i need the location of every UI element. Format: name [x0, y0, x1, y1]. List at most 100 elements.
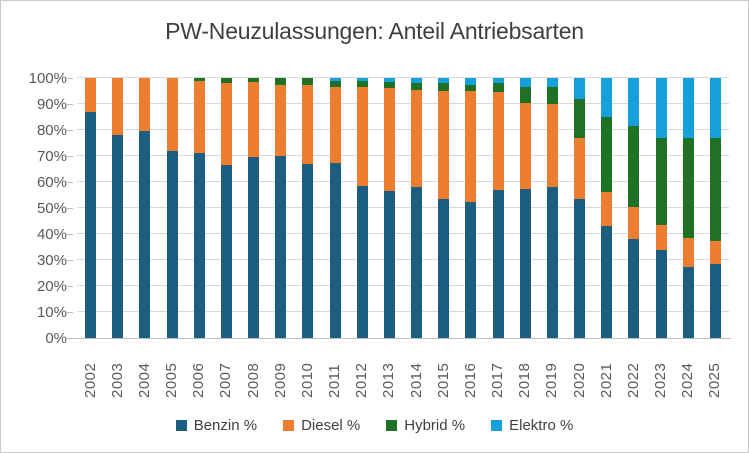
bar-segment-2012-elektro	[356, 78, 368, 81]
bar-segment-2012-diesel	[356, 87, 368, 186]
bar-2002	[85, 78, 97, 338]
y-tick-100	[67, 78, 73, 79]
x-axis-label-2019: 2019	[543, 362, 561, 398]
bar-segment-2022-hybrid	[628, 126, 640, 207]
bar-2012	[356, 78, 368, 338]
x-axis-label-2003: 2003	[108, 362, 126, 398]
bar-segment-2018-benzin	[519, 188, 531, 338]
bar-segment-2014-benzin	[411, 187, 423, 338]
bar-segment-2022-benzin	[628, 239, 640, 338]
bar-segment-2004-diesel	[139, 78, 151, 132]
gridline-40	[77, 233, 729, 234]
bar-segment-2011-elektro	[329, 78, 341, 81]
y-tick-10	[67, 312, 73, 313]
bar-segment-2012-hybrid	[356, 80, 368, 88]
bar-segment-2004-benzin	[139, 131, 151, 338]
bar-segment-2013-elektro	[383, 78, 395, 82]
legend-item-elektro: Elektro %	[491, 417, 573, 434]
bar-segment-2002-benzin	[85, 111, 97, 338]
bar-segment-2018-elektro	[519, 78, 531, 88]
y-tick-30	[67, 260, 73, 261]
y-axis-label-90: 90%	[36, 96, 67, 113]
y-axis-label-70: 70%	[36, 148, 67, 165]
bar-segment-2017-diesel	[492, 92, 504, 190]
plot-area: 0% 10% 20% 30% 40% 50% 60% 70% 80% 90% 100% 2002 200…	[29, 71, 731, 398]
bar-segment-2015-diesel	[438, 91, 450, 199]
bar-segment-2021-elektro	[601, 78, 613, 117]
bar-segment-2013-benzin	[383, 191, 395, 338]
bar-segment-2024-elektro	[682, 78, 694, 138]
legend-label: Benzin %	[193, 417, 258, 434]
bar-segment-2014-diesel	[411, 89, 423, 188]
bar-2017	[492, 78, 504, 338]
bar-segment-2010-diesel	[302, 84, 314, 164]
bar-segment-2015-hybrid	[438, 83, 450, 91]
bar-segment-2006-benzin	[193, 153, 205, 338]
bar-segment-2005-diesel	[166, 78, 178, 151]
bar-segment-2010-hybrid	[302, 78, 314, 85]
bar-segment-2024-diesel	[682, 237, 694, 267]
bar-segment-2017-benzin	[492, 189, 504, 338]
x-axis-label-2009: 2009	[271, 362, 289, 398]
bar-segment-2011-benzin	[329, 162, 341, 338]
bar-segment-2020-diesel	[574, 137, 586, 199]
bar-2009	[275, 78, 287, 338]
bar-2022	[628, 78, 640, 338]
bar-segment-2019-hybrid	[546, 87, 558, 104]
x-axis-label-2024: 2024	[679, 362, 697, 398]
bar-segment-2024-benzin	[682, 266, 694, 338]
x-axis-label-2021: 2021	[597, 362, 615, 398]
bar-2015	[438, 78, 450, 338]
chart-title: PW-Neuzulassungen: Anteil Antriebsarten	[165, 18, 584, 44]
y-axis-label-0: 0%	[45, 330, 67, 347]
bar-segment-2008-benzin	[248, 157, 260, 338]
bar-segment-2018-hybrid	[519, 87, 531, 103]
bar-segment-2013-diesel	[383, 88, 395, 192]
x-axis-label-2006: 2006	[190, 362, 208, 398]
bar-segment-2010-benzin	[302, 163, 314, 338]
bar-segment-2023-benzin	[655, 249, 667, 338]
legend: Benzin % Diesel % Hybrid % Elektro %	[1, 417, 748, 434]
y-tick-90	[67, 104, 73, 105]
bar-segment-2006-diesel	[193, 80, 205, 154]
bar-2014	[411, 78, 423, 338]
legend-swatch-icon	[491, 420, 503, 431]
bar-segment-2017-hybrid	[492, 83, 504, 93]
bar-segment-2021-diesel	[601, 192, 613, 227]
x-axis-label-2012: 2012	[353, 362, 371, 398]
bar-segment-2011-diesel	[329, 87, 341, 163]
x-axis-label-2018: 2018	[516, 362, 534, 398]
y-tick-80	[67, 130, 73, 131]
x-axis-label-2016: 2016	[461, 362, 479, 398]
bar-segment-2021-hybrid	[601, 117, 613, 193]
bar-segment-2020-elektro	[574, 78, 586, 99]
legend-label: Diesel %	[301, 417, 361, 434]
legend-item-diesel: Diesel %	[283, 417, 360, 434]
x-axis-label-2025: 2025	[706, 362, 724, 398]
y-tick-20	[67, 286, 73, 287]
bar-2004	[139, 78, 151, 338]
y-tick-50	[67, 208, 73, 209]
bar-2011	[329, 78, 341, 338]
y-tick-40	[67, 234, 73, 235]
bar-segment-2022-diesel	[628, 206, 640, 240]
bar-segment-2009-benzin	[275, 156, 287, 338]
gridline-10	[77, 311, 729, 312]
bar-segment-2003-benzin	[112, 135, 124, 338]
bar-segment-2007-diesel	[220, 83, 232, 166]
bar-segment-2020-hybrid	[574, 98, 586, 138]
bar-segment-2012-benzin	[356, 185, 368, 338]
x-axis-label-2020: 2020	[570, 362, 588, 398]
bar-segment-2013-hybrid	[383, 81, 395, 89]
x-axis-line	[67, 338, 731, 339]
bar-2024	[682, 78, 694, 338]
bar-segment-2025-elektro	[709, 78, 721, 138]
bar-2007	[220, 78, 232, 338]
legend-label: Elektro %	[509, 417, 574, 434]
bar-segment-2003-diesel	[112, 78, 124, 136]
x-axis-label-2015: 2015	[434, 362, 452, 398]
bar-2019	[546, 78, 558, 338]
bar-2013	[383, 78, 395, 338]
bar-segment-2023-diesel	[655, 224, 667, 250]
y-tick-70	[67, 156, 73, 157]
